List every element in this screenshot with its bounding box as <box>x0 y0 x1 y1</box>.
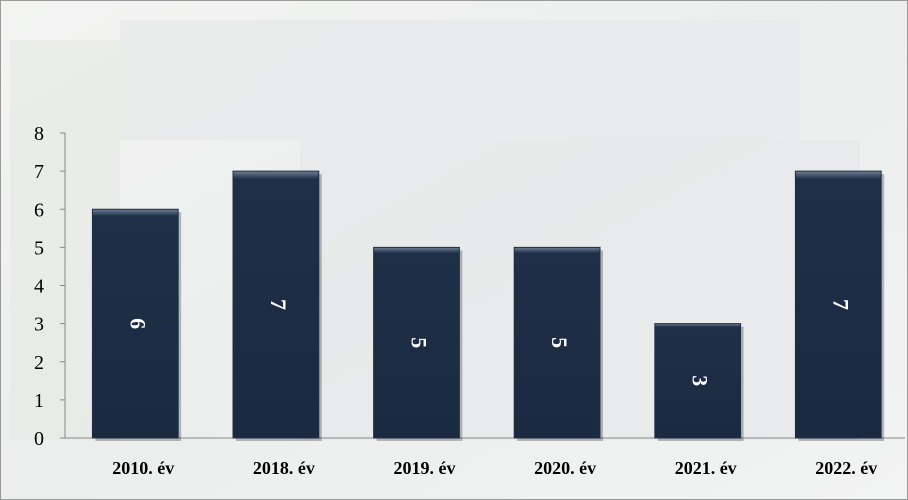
bar <box>232 170 320 439</box>
data-label: 6 <box>125 318 150 329</box>
y-tick-label: 2 <box>34 352 44 374</box>
y-tick-label: 0 <box>34 428 44 450</box>
x-tick-label: 2021. év <box>675 458 737 478</box>
y-tick-label: 4 <box>34 276 44 298</box>
background-building <box>120 20 800 140</box>
bar <box>513 246 601 439</box>
bar <box>654 323 742 439</box>
x-tick-label: 2018. év <box>253 458 315 478</box>
x-tick-label: 2010. év <box>112 458 174 478</box>
bar <box>794 170 882 439</box>
data-label: 7 <box>266 299 291 310</box>
data-label: 5 <box>547 337 572 348</box>
y-tick-label: 5 <box>34 237 44 259</box>
bar <box>91 208 179 439</box>
data-label: 3 <box>688 375 713 386</box>
y-tick-label: 1 <box>34 390 44 412</box>
x-tick-label: 2020. év <box>534 458 596 478</box>
bar <box>373 246 460 439</box>
y-tick-label: 8 <box>34 123 44 145</box>
y-tick-label: 3 <box>34 314 44 336</box>
data-label: 5 <box>406 337 431 348</box>
data-label: 7 <box>828 299 853 310</box>
y-tick-label: 7 <box>34 161 44 183</box>
x-tick-label: 2022. év <box>815 458 877 478</box>
x-tick-label: 2019. év <box>394 458 456 478</box>
y-tick-label: 6 <box>34 199 44 221</box>
